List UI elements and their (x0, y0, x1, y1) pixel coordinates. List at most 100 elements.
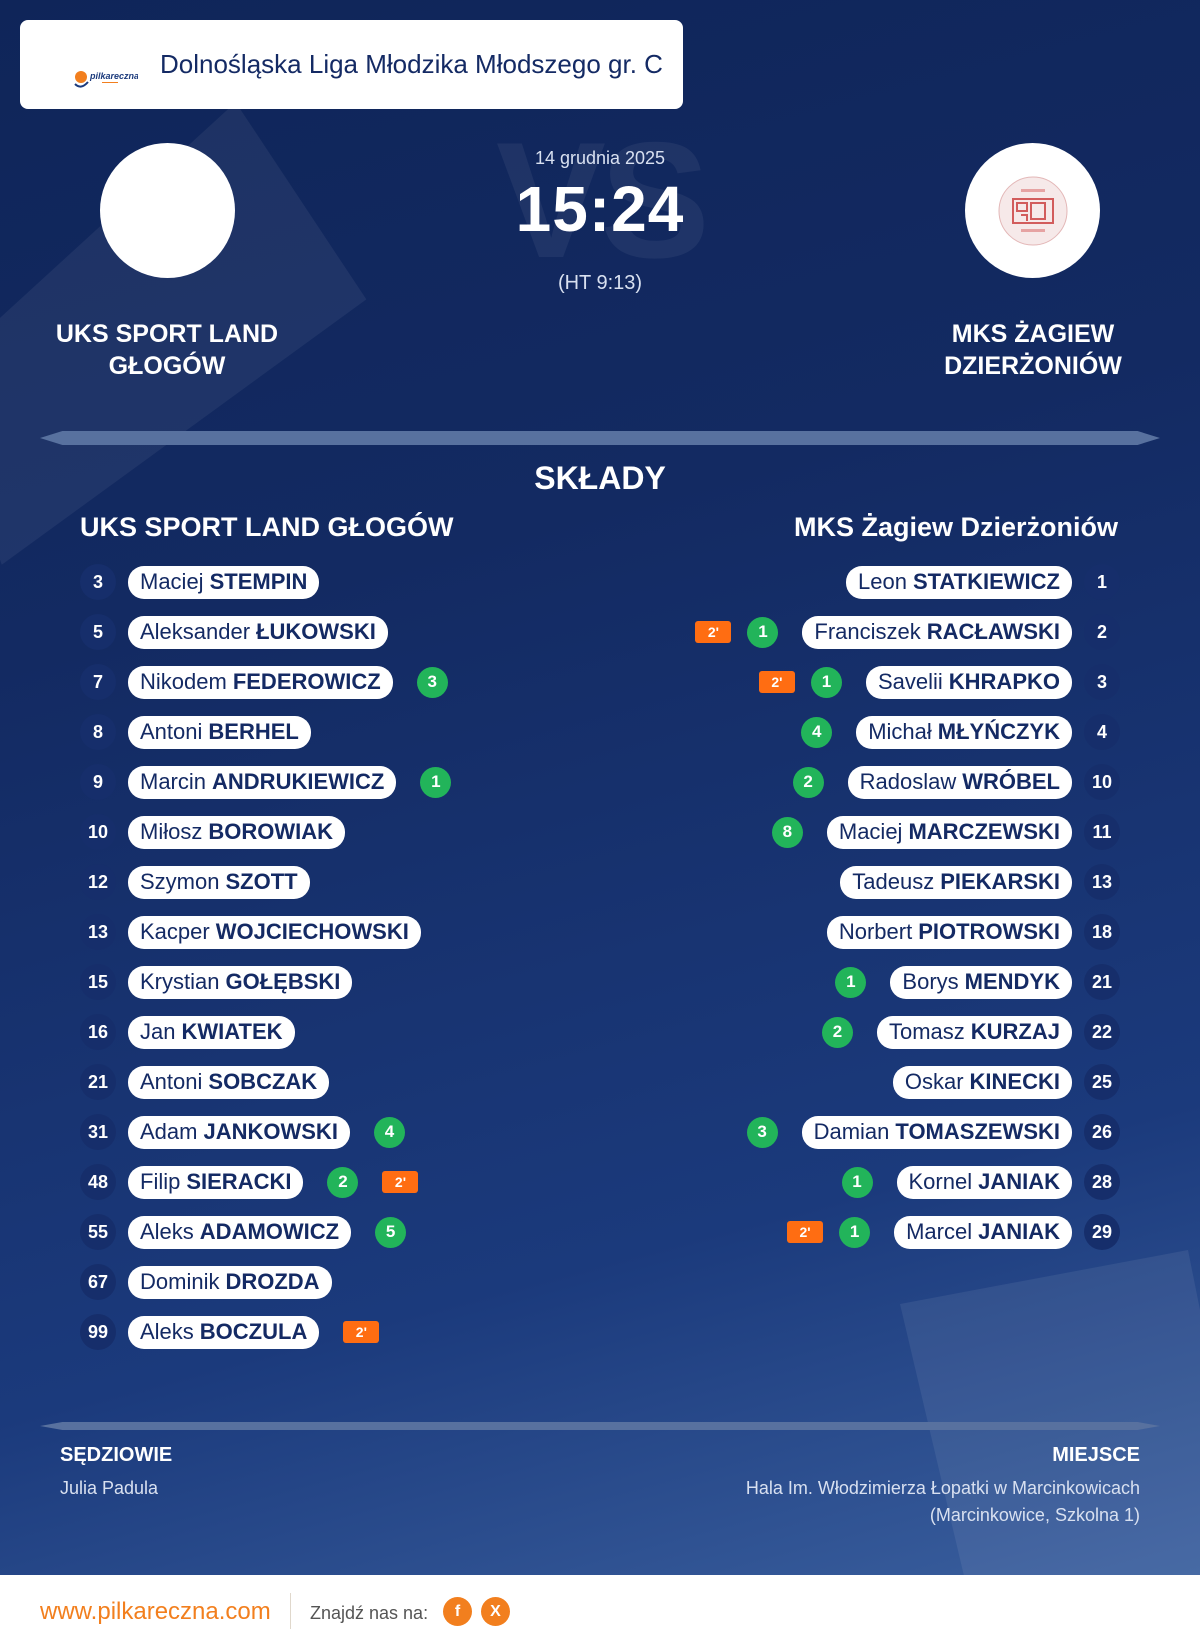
player-last-name: KHRAPKO (948, 669, 1060, 694)
player-name: Krystian GOŁĘBSKI (128, 965, 353, 999)
player-last-name: MARCZEWSKI (908, 819, 1060, 844)
shirt-number: 11 (1084, 814, 1120, 850)
site-link[interactable]: www.pilkareczna.com (40, 1598, 271, 1625)
goals-badge: 3 (416, 666, 448, 698)
player-last-name: GOŁĘBSKI (225, 969, 341, 994)
goals-badge: 2 (821, 1016, 853, 1048)
player-last-name: WOJCIECHOWSKI (215, 919, 409, 944)
player-name: Tomasz KURZAJ (876, 1015, 1072, 1049)
player-row: 25 Oskar KINECKI (600, 1057, 1120, 1107)
goals-badge: 8 (771, 816, 803, 848)
player-name: Marcin ANDRUKIEWICZ (128, 765, 397, 799)
player-last-name: TOMASZEWSKI (895, 1119, 1060, 1144)
player-row: 10 Miłosz BOROWIAK (80, 807, 600, 857)
player-first-name: Miłosz (140, 819, 203, 844)
player-last-name: SOBCZAK (208, 1069, 318, 1094)
player-first-name: Dominik (140, 1269, 220, 1294)
player-last-name: JANKOWSKI (203, 1119, 338, 1144)
pilkareczna-logo: pilkareczna (74, 71, 138, 88)
player-last-name: PIOTROWSKI (918, 919, 1060, 944)
player-first-name: Franciszek (814, 619, 921, 644)
shirt-number: 18 (1084, 914, 1120, 950)
player-row: 67 Dominik DROZDA (80, 1257, 600, 1307)
shirt-number: 15 (80, 964, 116, 1000)
venue-label: MIEJSCE (1052, 1444, 1140, 1466)
player-name: Oskar KINECKI (892, 1065, 1072, 1099)
goals-badge: 3 (746, 1116, 778, 1148)
player-row: 31 Adam JANKOWSKI 4 (80, 1107, 600, 1157)
player-last-name: JANIAK (978, 1169, 1060, 1194)
player-row: 26 Damian TOMASZEWSKI 3 (600, 1107, 1120, 1157)
zagiew-crest-icon (998, 176, 1068, 246)
shirt-number: 55 (80, 1214, 116, 1250)
final-score: 15:24 (515, 173, 685, 245)
player-first-name: Savelii (877, 669, 943, 694)
player-last-name: BOROWIAK (208, 819, 333, 844)
shirt-number: 48 (80, 1164, 116, 1200)
player-first-name: Kacper (140, 919, 210, 944)
shirt-number: 99 (80, 1314, 116, 1350)
away-team-name: MKS ŻAGIEW DZIERŻONIÓW (944, 320, 1122, 380)
shirt-number: 21 (80, 1064, 116, 1100)
player-last-name: MŁYŃCZYK (937, 719, 1060, 744)
player-first-name: Antoni (140, 719, 203, 744)
player-last-name: JANIAK (978, 1219, 1060, 1244)
player-name: Damian TOMASZEWSKI (801, 1115, 1072, 1149)
player-name: Szymon SZOTT (128, 865, 310, 899)
player-name: Franciszek RACŁAWSKI (802, 615, 1072, 649)
player-row: 28 Kornel JANIAK 1 (600, 1157, 1120, 1207)
goals-badge: 2 (792, 766, 824, 798)
player-row: 4 Michał MŁYŃCZYK 4 (600, 707, 1120, 757)
player-first-name: Adam (140, 1119, 198, 1144)
facebook-icon[interactable]: f (443, 1597, 472, 1626)
player-name: Aleks ADAMOWICZ (128, 1215, 352, 1249)
player-row: 12 Szymon SZOTT (80, 857, 600, 907)
shirt-number: 4 (1084, 714, 1120, 750)
footer-divider (40, 1422, 1160, 1430)
suspension-badge: 2' (787, 1221, 824, 1243)
away-team-crest (965, 143, 1100, 278)
shirt-number: 21 (1084, 964, 1120, 1000)
player-row: 21 Antoni SOBCZAK (80, 1057, 600, 1107)
shirt-number: 22 (1084, 1014, 1120, 1050)
suspension-badge: 2' (382, 1171, 419, 1193)
venue-name: Hala Im. Włodzimierza Łopatki w Marcinko… (745, 1478, 1140, 1498)
player-name: Tadeusz PIEKARSKI (840, 865, 1072, 899)
player-row: 55 Aleks ADAMOWICZ 5 (80, 1207, 600, 1257)
player-last-name: STATKIEWICZ (912, 569, 1060, 594)
player-last-name: DROZDA (225, 1269, 320, 1294)
shirt-number: 3 (80, 564, 116, 600)
lineups-title: SKŁADY (534, 460, 666, 496)
player-last-name: ŁUKOWSKI (256, 619, 376, 644)
player-row: 99 Aleks BOCZULA 2' (80, 1307, 600, 1357)
player-last-name: MENDYK (964, 969, 1060, 994)
player-name: Michał MŁYŃCZYK (856, 715, 1072, 749)
home-roster: 3 Maciej STEMPIN 5 Aleksander ŁUKOWSKI 7 Nikode… (80, 557, 600, 1357)
goals-badge: 5 (375, 1216, 407, 1248)
player-first-name: Aleks (140, 1319, 194, 1344)
shirt-number: 28 (1084, 1164, 1120, 1200)
player-last-name: KINECKI (969, 1069, 1060, 1094)
player-name: Jan KWIATEK (128, 1015, 295, 1049)
suspension-badge: 2' (343, 1321, 380, 1343)
player-row: 5 Aleksander ŁUKOWSKI (80, 607, 600, 657)
player-first-name: Maciej (140, 569, 204, 594)
bar-separator (290, 1593, 291, 1629)
find-us-label: Znajdź nas na: (310, 1603, 429, 1623)
player-name: Kacper WOJCIECHOWSKI (128, 915, 421, 949)
x-icon[interactable]: X (481, 1597, 510, 1626)
player-first-name: Antoni (140, 1069, 203, 1094)
player-name: Adam JANKOWSKI (128, 1115, 350, 1149)
player-first-name: Borys (902, 969, 959, 994)
player-first-name: Kornel (908, 1169, 973, 1194)
league-header: pilkareczna Dolnośląska Liga Młodzika Mł… (20, 20, 683, 109)
player-row: 9 Marcin ANDRUKIEWICZ 1 (80, 757, 600, 807)
match-date: 14 grudnia 2025 (534, 148, 666, 168)
player-name: Marcel JANIAK (894, 1215, 1072, 1249)
player-last-name: ANDRUKIEWICZ (212, 769, 385, 794)
player-row: 48 Filip SIERACKI 2 2' (80, 1157, 600, 1207)
player-row: 7 Nikodem FEDEROWICZ 3 (80, 657, 600, 707)
player-last-name: PIEKARSKI (940, 869, 1060, 894)
home-lineup-title: UKS SPORT LAND GŁOGÓW (80, 512, 454, 542)
suspension-badge: 2' (695, 621, 732, 643)
